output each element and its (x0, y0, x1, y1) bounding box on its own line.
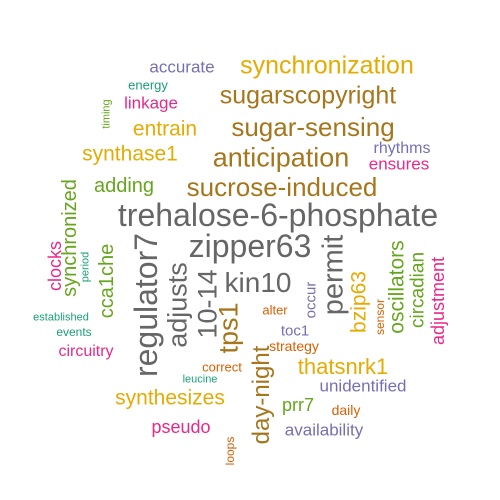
word-toc1: toc1 (280, 322, 310, 340)
word-linkage: linkage (124, 93, 178, 113)
word-kin10: kin10 (224, 267, 292, 298)
word-loops: loops (223, 436, 237, 466)
word-day-night: day-night (248, 345, 275, 445)
word-period: period (79, 251, 92, 283)
word-adjustment: adjustment (428, 256, 448, 346)
word-clocks: clocks (45, 240, 65, 292)
word-sucrose-induced: sucrose-induced (186, 172, 378, 202)
word-alter: alter (262, 302, 288, 318)
word-accurate: accurate (149, 57, 215, 77)
word-established: established (33, 311, 89, 324)
word-adjusts: adjusts (162, 262, 193, 348)
word-sugar-sensing: sugar-sensing (231, 112, 395, 142)
word-permit: permit (317, 234, 350, 316)
word-tps1: tps1 (213, 302, 244, 354)
word-anticipation: anticipation (212, 142, 350, 173)
word-regulator7: regulator7 (128, 232, 164, 378)
word-trehalose-6-phosphate: trehalose-6-phosphate (117, 197, 439, 233)
word-unidentified: unidentified (319, 376, 407, 396)
word-strategy: strategy (269, 338, 319, 354)
word-pseudo: pseudo (151, 417, 211, 437)
word-thatsnrk1: thatsnrk1 (297, 354, 389, 379)
word-synchronization: synchronization (240, 51, 414, 80)
word-circuitry: circuitry (58, 343, 114, 360)
word-ensures: ensures (368, 154, 430, 174)
word-oscillators: oscillators (385, 240, 409, 334)
word-zipper63: zipper63 (188, 228, 312, 264)
word-synthesizes: synthesizes (115, 386, 225, 410)
word-bzip63: bzip63 (347, 271, 371, 333)
word-sugarscopyright: sugarscopyright (219, 81, 397, 110)
word-events: events (56, 325, 92, 339)
word-adding: adding (93, 175, 155, 197)
word-synthase1: synthase1 (82, 142, 178, 166)
word-energy: energy (128, 77, 168, 93)
word-rhythms: rhythms (373, 140, 431, 157)
word-occur: occur (302, 281, 320, 319)
word-sensor: sensor (373, 298, 387, 336)
word-daily: daily (331, 402, 361, 418)
word-leucine: leucine (182, 373, 218, 386)
word-cca1che: cca1che (96, 243, 118, 319)
word-prr7: prr7 (281, 395, 315, 415)
word-availability: availability (284, 420, 364, 440)
word-correct: correct (202, 359, 242, 375)
word-timing: timing (100, 99, 113, 129)
word-entrain: entrain (132, 117, 198, 141)
word-circadian: circadian (407, 251, 429, 329)
